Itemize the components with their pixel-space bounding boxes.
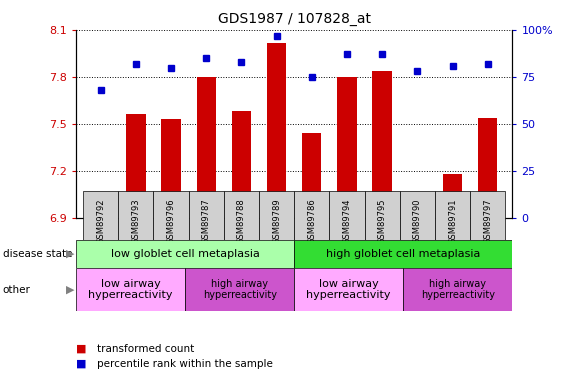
Text: GSM89787: GSM89787 — [202, 199, 211, 244]
Text: low globlet cell metaplasia: low globlet cell metaplasia — [111, 249, 260, 259]
Bar — [232, 111, 251, 218]
Text: high airway
hyperreactivity: high airway hyperreactivity — [203, 279, 276, 300]
Bar — [337, 77, 356, 218]
Bar — [373, 70, 392, 217]
Bar — [478, 117, 497, 218]
Text: ▶: ▶ — [66, 249, 74, 259]
Text: GSM89794: GSM89794 — [342, 199, 351, 244]
Bar — [118, 191, 153, 240]
Text: transformed count: transformed count — [97, 344, 195, 354]
Text: GSM89795: GSM89795 — [378, 199, 387, 244]
Text: ▶: ▶ — [66, 285, 74, 295]
Bar — [224, 191, 259, 240]
Title: GDS1987 / 107828_at: GDS1987 / 107828_at — [218, 12, 370, 26]
Text: high globlet cell metaplasia: high globlet cell metaplasia — [326, 249, 480, 259]
Bar — [443, 174, 462, 217]
Text: GSM89788: GSM89788 — [237, 199, 246, 244]
Bar — [470, 191, 506, 240]
Bar — [329, 191, 365, 240]
Bar — [83, 191, 118, 240]
Bar — [294, 240, 512, 268]
Bar — [294, 191, 329, 240]
Bar — [153, 191, 189, 240]
Bar — [196, 77, 216, 218]
Bar — [365, 191, 400, 240]
Bar — [185, 268, 294, 311]
Bar — [162, 119, 181, 218]
Text: ■: ■ — [76, 344, 87, 354]
Text: GSM89796: GSM89796 — [167, 199, 176, 244]
Bar — [302, 133, 321, 218]
Text: disease state: disease state — [3, 249, 72, 259]
Text: GSM89786: GSM89786 — [307, 199, 316, 244]
Text: other: other — [3, 285, 31, 295]
Bar — [408, 217, 427, 218]
Text: GSM89797: GSM89797 — [483, 199, 492, 244]
Text: GSM89792: GSM89792 — [96, 199, 105, 244]
Text: GSM89790: GSM89790 — [413, 199, 422, 244]
Text: GSM89789: GSM89789 — [272, 199, 281, 244]
Bar — [403, 268, 512, 311]
Bar — [189, 191, 224, 240]
Text: low airway
hyperreactivity: low airway hyperreactivity — [306, 279, 391, 300]
Bar — [126, 114, 145, 218]
Bar — [294, 268, 403, 311]
Bar — [400, 191, 435, 240]
Bar — [259, 191, 294, 240]
Bar — [76, 240, 294, 268]
Bar — [76, 268, 185, 311]
Text: GSM89791: GSM89791 — [448, 199, 457, 244]
Text: high airway
hyperreactivity: high airway hyperreactivity — [421, 279, 495, 300]
Bar — [91, 214, 110, 217]
Bar — [435, 191, 470, 240]
Bar — [267, 42, 286, 218]
Text: low airway
hyperreactivity: low airway hyperreactivity — [88, 279, 173, 300]
Text: percentile rank within the sample: percentile rank within the sample — [97, 359, 273, 369]
Text: GSM89793: GSM89793 — [131, 199, 140, 244]
Text: ■: ■ — [76, 359, 87, 369]
